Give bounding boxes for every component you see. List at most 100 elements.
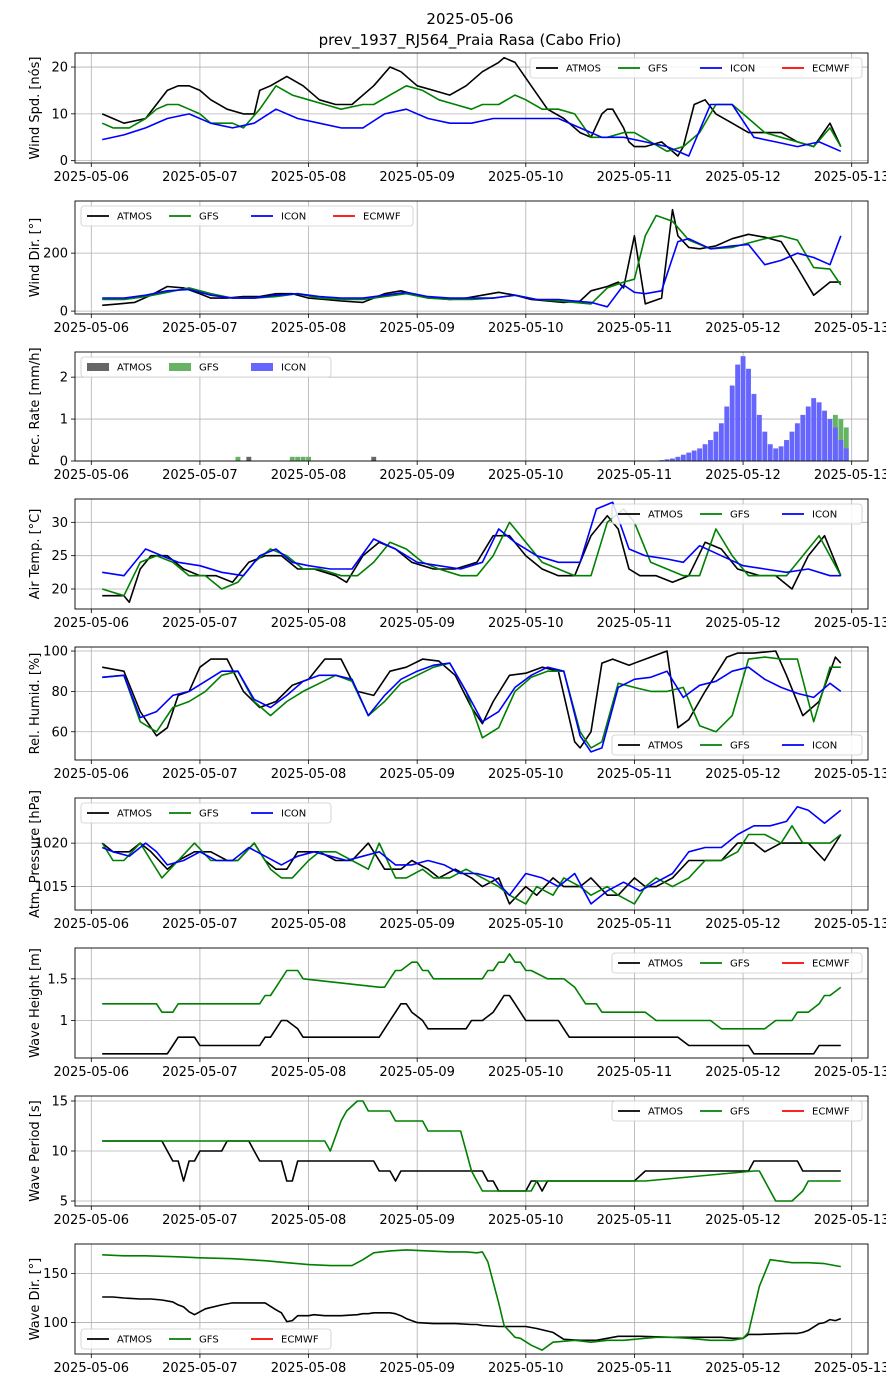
x-tick-label: 2025-05-13 (814, 1213, 886, 1228)
plot-area (102, 208, 842, 308)
legend: ATMOS GFS ICON (80, 356, 332, 378)
x-tick-label: 2025-05-13 (814, 321, 886, 336)
x-tick-label: 2025-05-09 (379, 1213, 455, 1228)
x-tick-label: 2025-05-12 (705, 616, 781, 631)
x-tick-label: 2025-05-07 (162, 616, 238, 631)
x-tick-label: 2025-05-07 (162, 170, 238, 185)
figure-subtitle: prev_1937_RJ564_Praia Rasa (Cabo Frio) (319, 31, 622, 50)
axes-frame (74, 1243, 869, 1355)
plot-area (102, 953, 842, 1055)
legend-box (611, 952, 863, 974)
legend-box (611, 734, 863, 756)
series-line-icon (101, 805, 842, 905)
legend-label-icon: ICON (812, 741, 837, 752)
bar-icon (729, 385, 735, 461)
legend-box (611, 503, 863, 525)
axes-frame (74, 947, 869, 1059)
plot-area (101, 56, 842, 157)
legend-label-atmos: ATMOS (648, 1107, 683, 1118)
x-tick-label: 2025-05-08 (271, 170, 347, 185)
x-tick-label: 2025-05-09 (379, 170, 455, 185)
series-line-icon (102, 501, 841, 577)
bar-gfs (306, 456, 311, 461)
x-tick-label: 2025-05-06 (54, 170, 130, 185)
bar-icon (708, 440, 713, 461)
x-tick-label: 2025-05-10 (488, 1213, 564, 1228)
series-line-icon (102, 103, 842, 157)
x-tick-label: 2025-05-08 (271, 1065, 347, 1080)
y-axis-label: Rel. Humid. [%] (28, 653, 43, 755)
legend-box (611, 1100, 863, 1122)
x-tick-label: 2025-05-12 (705, 468, 781, 483)
x-tick-label: 2025-05-08 (271, 1361, 347, 1376)
figure-title: 2025-05-06 (426, 10, 513, 28)
y-tick-label: 30 (51, 516, 68, 531)
y-axis-label: Wind Spd. [nós] (28, 57, 43, 160)
series-line-icon (102, 235, 842, 308)
y-tick-label: 100 (43, 1316, 68, 1331)
bar-icon (751, 393, 757, 461)
legend-label-gfs: GFS (730, 1107, 750, 1118)
x-tick-label: 2025-05-11 (597, 616, 673, 631)
series-line-atmos (102, 1140, 841, 1192)
panel-wind-direction: 2025-05-06 2025-05-07 2025-05-08 2025-05-09… (28, 200, 886, 336)
y-axis-label: Air Temp. [°C] (28, 509, 43, 600)
x-tick-label: 2025-05-06 (54, 616, 130, 631)
panel-wave-direction: 2025-05-06 2025-05-07 2025-05-08 2025-05-09… (28, 1243, 886, 1376)
legend-label-atmos: ATMOS (648, 741, 683, 752)
panel-wave-height: 2025-05-06 2025-05-07 2025-05-08 2025-05-09… (28, 947, 886, 1080)
legend: ATMOS GFS ECMWF (80, 1328, 332, 1350)
x-tick-label: 2025-05-09 (379, 1361, 455, 1376)
series-line-gfs (101, 825, 842, 905)
bar-gfs (300, 456, 306, 461)
y-tick-label: 15 (51, 1095, 68, 1110)
x-tick-label: 2025-05-07 (162, 767, 238, 782)
legend-label-icon: ICON (281, 363, 306, 374)
bar-icon (702, 444, 708, 461)
x-tick-label: 2025-05-08 (271, 917, 347, 932)
series-line-gfs (101, 508, 842, 597)
series-line-atmos (102, 650, 842, 749)
legend-label-ecmwf: ECMWF (281, 1335, 319, 1346)
plot-area (102, 1249, 842, 1351)
series-line-atmos (101, 56, 842, 157)
legend: ATMOS GFS ICON ECMWF (529, 57, 863, 79)
axes-frame (74, 1095, 869, 1207)
bar-gfs (295, 456, 301, 461)
x-tick-label: 2025-05-13 (814, 170, 886, 185)
bar-gfs (289, 456, 295, 461)
bar-icon (718, 423, 724, 461)
bar-icon (735, 364, 741, 461)
bar-icon (680, 454, 686, 461)
legend-label-icon: ICON (812, 510, 837, 521)
bar-icon (686, 452, 692, 461)
axes-frame (74, 52, 869, 164)
y-tick-label: 20 (51, 61, 68, 76)
y-tick-label: 1 (60, 413, 68, 428)
x-tick-label: 2025-05-09 (379, 1065, 455, 1080)
x-tick-label: 2025-05-08 (271, 468, 347, 483)
legend-box (80, 1328, 332, 1350)
y-tick-label: 25 (51, 549, 68, 564)
plot-area (235, 356, 849, 461)
axes-frame (74, 646, 869, 761)
x-tick-label: 2025-05-09 (379, 767, 455, 782)
y-tick-label: 0 (60, 455, 68, 470)
x-tick-label: 2025-05-07 (162, 1065, 238, 1080)
plot-area (102, 650, 842, 753)
x-tick-label: 2025-05-13 (814, 1065, 886, 1080)
y-tick-label: 100 (43, 645, 68, 660)
legend-label-gfs: GFS (730, 510, 750, 521)
y-tick-label: 1.5 (47, 972, 68, 987)
legend-label-atmos: ATMOS (117, 809, 152, 820)
bar-icon (740, 356, 746, 461)
legend-label-atmos: ATMOS (648, 959, 683, 970)
x-tick-label: 2025-05-12 (705, 767, 781, 782)
bar-icon (778, 446, 784, 461)
y-tick-label: 60 (51, 725, 68, 740)
x-tick-label: 2025-05-09 (379, 468, 455, 483)
bar-icon (827, 419, 833, 461)
legend-box (529, 57, 863, 79)
y-axis-label: Wave Dir. [°] (28, 1258, 43, 1341)
legend-label-atmos: ATMOS (117, 1335, 152, 1346)
